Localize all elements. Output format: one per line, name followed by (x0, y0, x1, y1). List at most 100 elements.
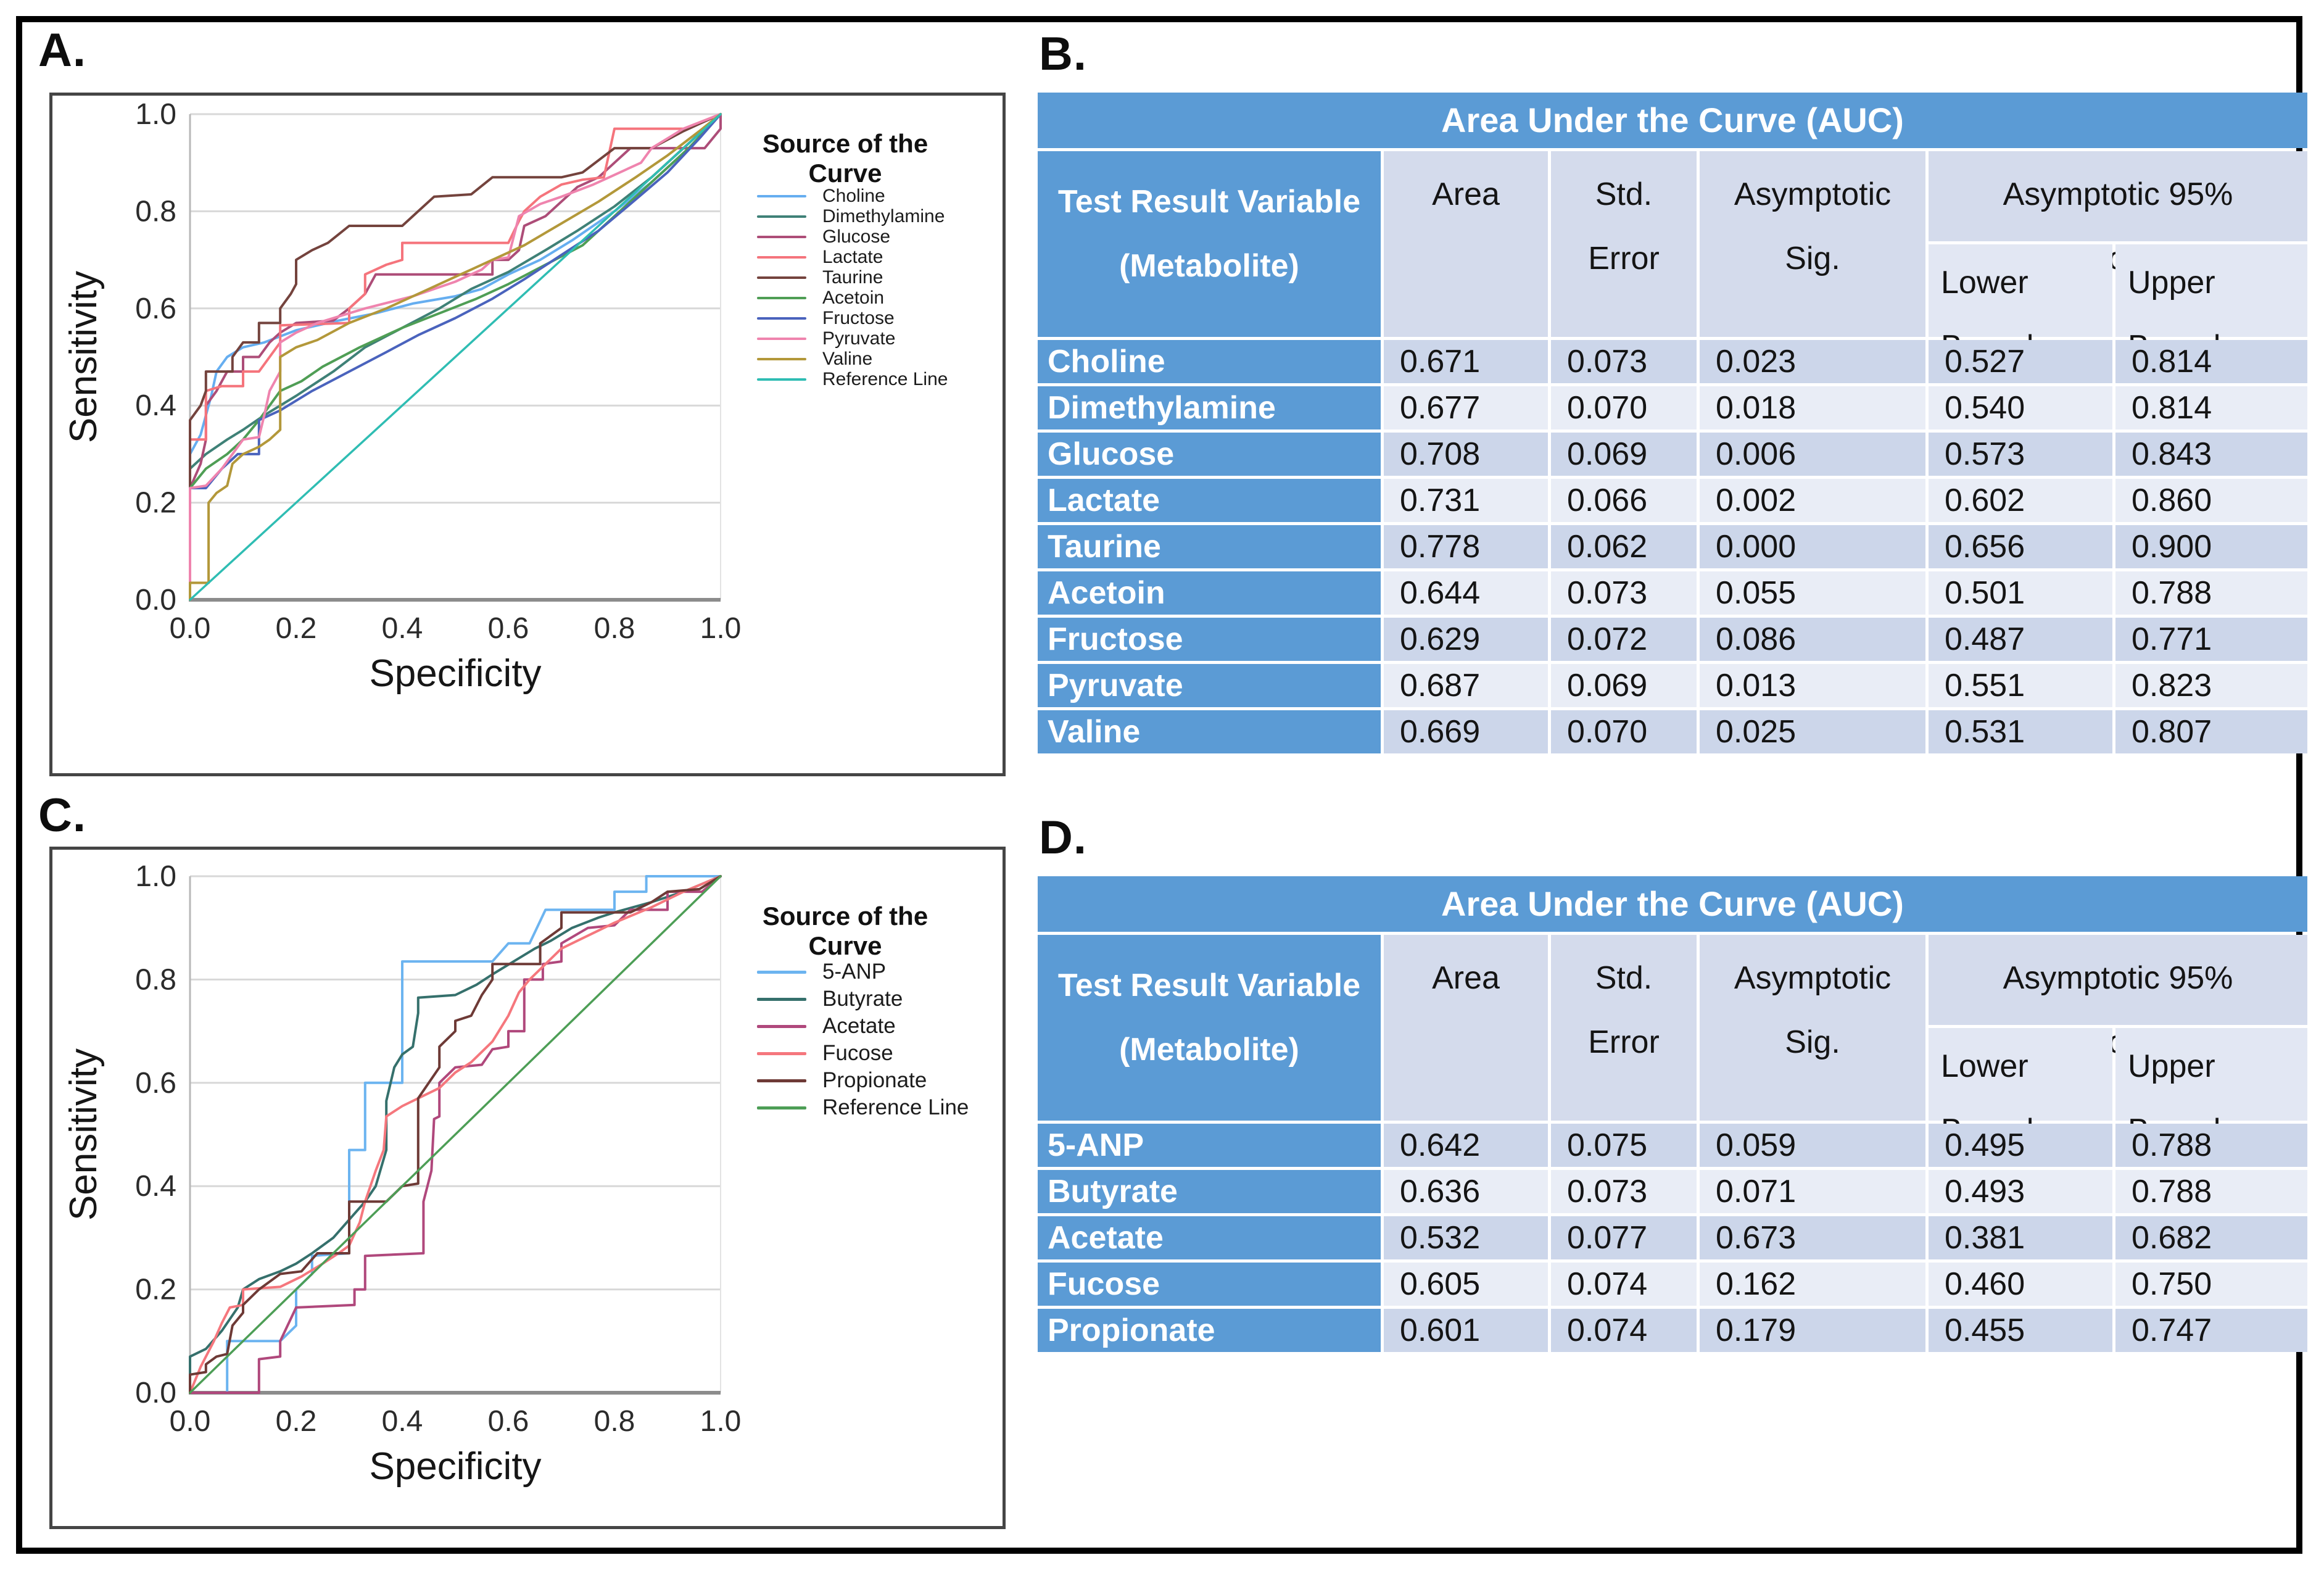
roc-plot-c: 0.0 0.2 0.4 0.6 0.8 1.0 0.0 0.2 0.4 0.6 0.8 1.0 Spec… (62, 860, 742, 1488)
roc-chart-panel-a: 0.0 0.2 0.4 0.6 0.8 1.0 0.0 0.2 0.4 0.6 0.8 1.0 Spec… (49, 93, 1006, 776)
cell-fructose-lower-bound: 0.487 (1929, 618, 2112, 661)
legend-item-acetate: Acetate (757, 1013, 969, 1040)
cell-acetate-sig: 0.673 (1700, 1216, 1925, 1259)
col-header-variable: Test Result Variable (Metabolite) (1038, 935, 1381, 1121)
legend-title: Source of the Curve (762, 902, 928, 961)
row-label-propionate: Propionate (1038, 1309, 1381, 1352)
legend-item-5-anp: 5-ANP (757, 958, 969, 985)
cell-butyrate-lower-bound: 0.493 (1929, 1170, 2112, 1213)
legend-label-taurine: Taurine (822, 267, 883, 288)
legend-label-pyruvate: Pyruvate (822, 328, 896, 349)
cell-butyrate-area: 0.636 (1384, 1170, 1548, 1213)
roc-curve-reference-line (189, 113, 722, 601)
cell-taurine-std-error: 0.062 (1551, 525, 1697, 568)
cell-dimethylamine-std-error: 0.070 (1551, 386, 1697, 429)
col-header-variable: Test Result Variable (Metabolite) (1038, 151, 1381, 337)
legend-swatch-reference-line (757, 1106, 806, 1109)
y-tick-0.6: 0.6 (135, 292, 176, 325)
legend-swatch-pyruvate (757, 337, 806, 340)
roc-curve-taurine (189, 113, 722, 601)
cell-acetoin-sig: 0.055 (1700, 571, 1925, 615)
cell-pyruvate-lower-bound: 0.551 (1929, 664, 2112, 707)
legend-swatch-taurine (757, 276, 806, 279)
x-tick-0.0: 0.0 (170, 612, 211, 645)
y-tick-0.8: 0.8 (135, 195, 176, 228)
row-label-fructose: Fructose (1038, 618, 1381, 661)
cell-butyrate-sig: 0.071 (1700, 1170, 1925, 1213)
legend-label-choline: Choline (822, 185, 885, 206)
cell-butyrate-upper-bound: 0.788 (2115, 1170, 2307, 1213)
legend-swatch-choline (757, 194, 806, 197)
y-tick-1.0: 1.0 (135, 98, 176, 131)
col-header-upper-bound: Upper Bound (2115, 1028, 2307, 1148)
cell-glucose-std-error: 0.069 (1551, 433, 1697, 476)
cell-dimethylamine-area: 0.677 (1384, 386, 1548, 429)
panel-label-a: A. (38, 24, 86, 77)
row-label-valine: Valine (1038, 710, 1381, 753)
cell-fructose-std-error: 0.072 (1551, 618, 1697, 661)
col-header-confidence-interval: Asymptotic 95% Confidence Interval (1929, 935, 2307, 1060)
col-header-area: Area (1384, 935, 1548, 1121)
cell-lactate-upper-bound: 0.860 (2115, 479, 2307, 522)
cell-fructose-upper-bound: 0.771 (2115, 618, 2307, 661)
cell-propionate-lower-bound: 0.455 (1929, 1309, 2112, 1352)
cell-taurine-sig: 0.000 (1700, 525, 1925, 568)
legend-items: Choline Dimethylamine Glucose Lactate Taurin… (757, 186, 948, 389)
row-label-dimethylamine: Dimethylamine (1038, 386, 1381, 429)
cell-valine-lower-bound: 0.531 (1929, 710, 2112, 753)
roc-curve-acetate (189, 875, 722, 1394)
legend-label-fucose: Fucose (822, 1041, 893, 1065)
legend-item-propionate: Propionate (757, 1067, 969, 1094)
cell-fucose-area: 0.605 (1384, 1263, 1548, 1306)
x-tick-0.6: 0.6 (488, 1405, 529, 1438)
col-header-lower-bound: Lower Bound (1929, 1028, 2112, 1148)
cell-fucose-upper-bound: 0.750 (2115, 1263, 2307, 1306)
y-tick-0.2: 0.2 (135, 1274, 176, 1306)
cell-pyruvate-upper-bound: 0.823 (2115, 664, 2307, 707)
table-grid-d: Test Result Variable (Metabolite) Area Std… (1038, 935, 2307, 1352)
x-tick-0.4: 0.4 (382, 1405, 423, 1438)
cell-choline-lower-bound: 0.527 (1929, 340, 2112, 383)
legend-items: 5-ANP Butyrate Acetate Fucose Propionate Refe… (757, 958, 969, 1121)
roc-chart-panel-c: 0.0 0.2 0.4 0.6 0.8 1.0 0.0 0.2 0.4 0.6 0.8 1.0 Spec… (49, 847, 1006, 1529)
x-tick-1.0: 1.0 (700, 1405, 742, 1438)
cell-propionate-std-error: 0.074 (1551, 1309, 1697, 1352)
legend-label-acetoin: Acetoin (822, 287, 885, 308)
y-tick-0.6: 0.6 (135, 1067, 176, 1100)
legend-item-lactate: Lactate (757, 247, 948, 267)
col-header-lower-bound: Lower Bound (1929, 244, 2112, 365)
legend-swatch-lactate (757, 255, 806, 259)
row-label-choline: Choline (1038, 340, 1381, 383)
y-tick-1.0: 1.0 (135, 860, 176, 893)
x-tick-0.4: 0.4 (382, 612, 423, 645)
legend-title: Source of the Curve (762, 129, 928, 188)
cell-fucose-sig: 0.162 (1700, 1263, 1925, 1306)
legend-label-lactate: Lactate (822, 246, 883, 267)
row-label-butyrate: Butyrate (1038, 1170, 1381, 1213)
cell-lactate-std-error: 0.066 (1551, 479, 1697, 522)
legend-item-reference-line: Reference Line (757, 1094, 969, 1121)
roc-curve-lactate (189, 113, 722, 601)
cell-dimethylamine-upper-bound: 0.814 (2115, 386, 2307, 429)
legend-label-butyrate: Butyrate (822, 987, 903, 1011)
cell-fructose-area: 0.629 (1384, 618, 1548, 661)
cell-valine-std-error: 0.070 (1551, 710, 1697, 753)
row-label-fucose: Fucose (1038, 1263, 1381, 1306)
cell-fructose-sig: 0.086 (1700, 618, 1925, 661)
row-label-taurine: Taurine (1038, 525, 1381, 568)
cell-valine-sig: 0.025 (1700, 710, 1925, 753)
legend-swatch-acetoin (757, 296, 806, 299)
cell-glucose-area: 0.708 (1384, 433, 1548, 476)
legend-swatch-butyrate (757, 997, 806, 1001)
cell-acetate-upper-bound: 0.682 (2115, 1216, 2307, 1259)
roc-curve-valine (189, 113, 722, 601)
auc-table-panel-d: Area Under the Curve (AUC) Test Result Va… (1038, 876, 2307, 1352)
col-header-std-error: Std. Error (1551, 935, 1697, 1121)
cell-5-anp-std-error: 0.075 (1551, 1124, 1697, 1167)
cell-glucose-upper-bound: 0.843 (2115, 433, 2307, 476)
y-tick-0.2: 0.2 (135, 487, 176, 520)
col-header-confidence-interval: Asymptotic 95% Confidence Interval (1929, 151, 2307, 276)
cell-lactate-area: 0.731 (1384, 479, 1548, 522)
cell-choline-std-error: 0.073 (1551, 340, 1697, 383)
cell-pyruvate-std-error: 0.069 (1551, 664, 1697, 707)
